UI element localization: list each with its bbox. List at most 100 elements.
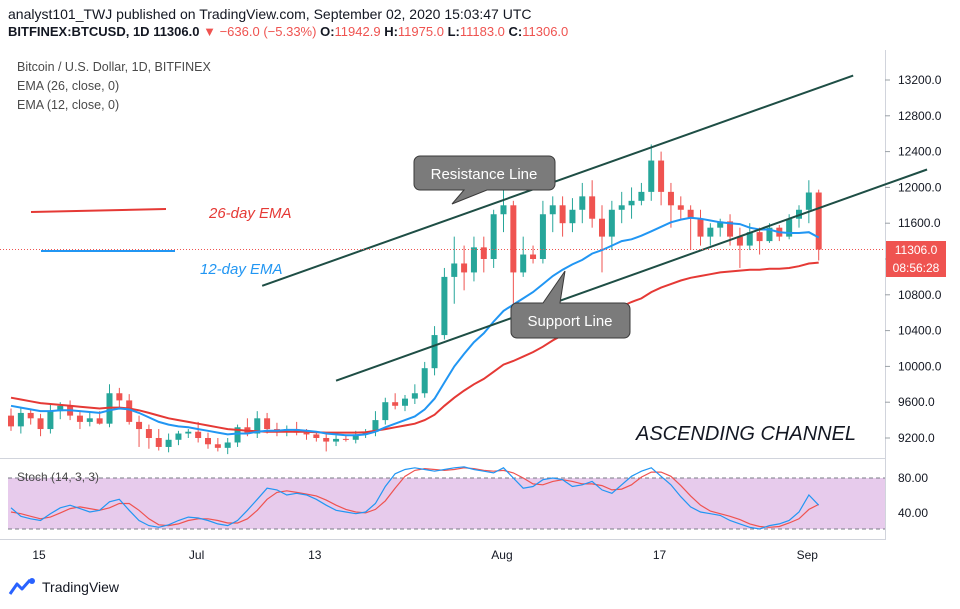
candle-body <box>677 205 684 210</box>
y-tick-label: 9600.0 <box>898 395 935 409</box>
candle-body <box>165 439 172 447</box>
candle-body <box>57 405 64 412</box>
candle-body <box>382 402 389 421</box>
last-price-tag: 11306.0 <box>895 243 938 257</box>
candle-body <box>510 205 517 273</box>
x-tick-label: 17 <box>653 548 667 562</box>
close-label: C: <box>508 24 523 39</box>
candle-body <box>559 205 566 224</box>
candle-body <box>766 227 773 242</box>
y-tick-label: 10000.0 <box>898 359 942 373</box>
candle-body <box>461 263 468 273</box>
candle-body <box>224 442 231 448</box>
open-value: 11942.9 <box>334 24 381 39</box>
x-tick-label: 13 <box>308 548 322 562</box>
stoch-k-line <box>10 466 820 530</box>
high-label: H: <box>384 24 398 39</box>
candle-body <box>579 196 586 210</box>
candle-body <box>500 205 507 215</box>
candle-body <box>333 438 340 442</box>
price-change: −636.0 (−5.33%) <box>219 24 317 39</box>
candle-body <box>352 434 359 440</box>
y-tick-label: 10800.0 <box>898 288 942 302</box>
candle-body <box>303 432 310 435</box>
candle-body <box>17 412 24 427</box>
candle-body <box>214 444 221 448</box>
candle-body <box>96 418 103 424</box>
candle-body <box>421 368 428 394</box>
candle-body <box>638 191 645 201</box>
candle-body <box>618 205 625 210</box>
candle-body <box>205 438 211 445</box>
ema26-key-line <box>30 208 167 213</box>
candle-body <box>342 438 349 440</box>
stoch-legend: Stoch (14, 3, 3) <box>17 470 99 484</box>
candle-body <box>599 218 605 237</box>
candle-body <box>628 200 635 206</box>
ema26-annotation: 26-day EMA <box>208 205 292 222</box>
candle-body <box>76 415 83 422</box>
candle-body <box>727 221 734 237</box>
candle-body <box>520 254 527 273</box>
candle-body <box>155 438 162 447</box>
publish-info: analyst101_TWJ published on TradingView.… <box>8 6 532 22</box>
stoch-d-line <box>10 467 819 528</box>
symbol-ohlc-bar: BITFINEX:BTCUSD, 1D 11306.0 ▼ −636.0 (−5… <box>8 24 568 39</box>
candle-body <box>697 218 704 237</box>
stoch-indicator <box>8 466 885 530</box>
candle-body <box>569 209 576 224</box>
candle-body <box>805 192 812 210</box>
stoch-tick-label: 80.00 <box>898 471 928 485</box>
candle-body <box>490 214 497 259</box>
candle-body <box>451 263 458 277</box>
resistance-callout-label: Resistance Line <box>431 166 538 183</box>
candle-body <box>372 420 379 432</box>
support-line <box>335 168 928 382</box>
candle-body <box>707 227 714 237</box>
candle-body <box>264 418 271 430</box>
last-price: 11306.0 <box>153 24 200 39</box>
candle-body <box>86 418 93 422</box>
candle-body <box>431 335 438 369</box>
candle-body <box>470 247 477 273</box>
x-tick-label: Sep <box>797 548 819 562</box>
resistance-line <box>261 74 854 287</box>
high-value: 11975.0 <box>397 24 444 39</box>
y-tick-label: 12800.0 <box>898 109 942 123</box>
candle-body <box>530 254 537 259</box>
tradingview-logo-icon <box>8 578 35 595</box>
candle-body <box>313 434 320 438</box>
support-callout-label: Support Line <box>527 313 612 330</box>
candle-body <box>815 192 822 250</box>
support-callout-box <box>510 270 631 339</box>
candle-body <box>539 214 546 259</box>
low-label: L: <box>447 24 460 39</box>
chart-title: Bitcoin / U.S. Dollar, 1D, BITFINEX <box>17 60 211 74</box>
ema26-legend: EMA (26, close, 0) <box>17 79 119 93</box>
candle-body <box>323 438 330 442</box>
candle-body <box>136 421 143 430</box>
candle-body <box>234 427 241 443</box>
candle-body <box>116 393 123 401</box>
candle-body <box>608 209 615 237</box>
stoch-band <box>8 478 885 529</box>
x-tick-label: Jul <box>189 548 204 562</box>
candle-body <box>37 418 44 430</box>
candle-body <box>687 209 694 219</box>
y-tick-label: 10400.0 <box>898 324 942 338</box>
x-tick-label: Aug <box>491 548 512 562</box>
countdown-tag: 08:56:28 <box>893 261 940 275</box>
y-tick-label: 9200.0 <box>898 431 935 445</box>
candle-body <box>27 412 34 419</box>
candle-body <box>126 400 133 422</box>
candle-body <box>667 191 674 206</box>
price-chart[interactable]: 9200.09600.010000.010400.010800.011200.0… <box>0 44 960 570</box>
candle-body <box>717 221 724 228</box>
y-tick-label: 11600.0 <box>898 216 941 230</box>
candle-body <box>441 276 448 336</box>
tradingview-footer[interactable]: TradingView <box>8 578 119 596</box>
candle-body <box>736 236 743 246</box>
symbol-name: BITFINEX:BTCUSD, 1D <box>8 24 150 39</box>
close-value: 11306.0 <box>522 24 569 39</box>
candle-body <box>185 431 192 434</box>
